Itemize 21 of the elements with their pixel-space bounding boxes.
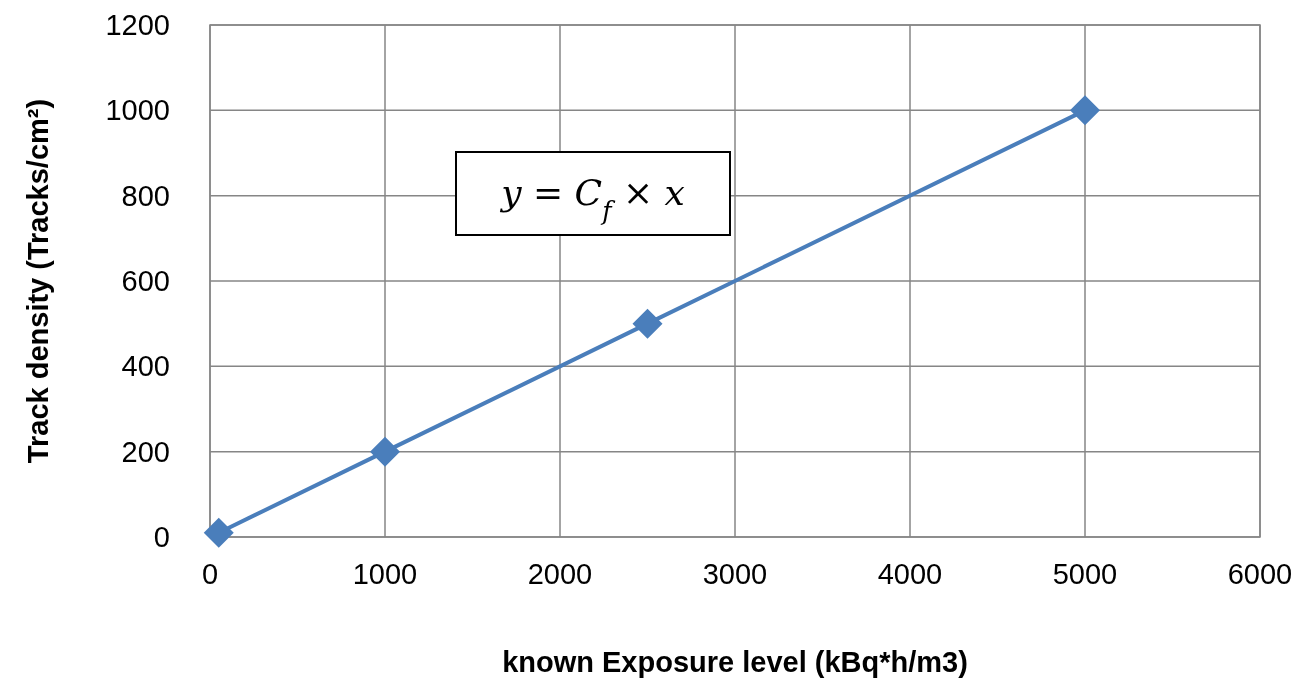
point [203,517,234,548]
annotation: y = C$_{f}$ × x [499,172,685,226]
x-tick-label: 4000 [877,558,943,590]
y-tick-label: 200 [121,435,170,468]
x-tick-label: 1000 [352,558,418,590]
y-tick-label: 1000 [105,94,170,127]
x-tick-label: 0 [201,558,219,590]
y-tick-label: 400 [121,350,170,383]
y-tick-label: 0 [153,521,170,554]
x-axis-title: known Exposure level (kBq*h/m3) [502,646,968,678]
x-tick-label: 5000 [1052,558,1118,590]
point [1070,95,1100,126]
y-tick-label: 800 [121,179,170,212]
x-tick-label: 3000 [702,558,768,590]
y-tick-label: 1200 [105,9,170,42]
x-tick-label: 6000 [1227,558,1293,590]
y-tick-label: 600 [121,265,170,298]
point [370,436,400,467]
y-axis-title: Track density (Tracks/cm²) [22,98,54,464]
point [632,308,663,339]
x-tick-label: 2000 [527,558,593,590]
